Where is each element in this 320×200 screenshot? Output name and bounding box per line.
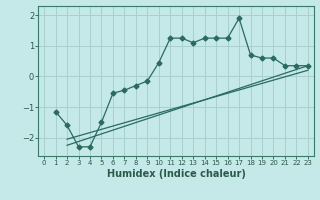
X-axis label: Humidex (Indice chaleur): Humidex (Indice chaleur): [107, 169, 245, 179]
